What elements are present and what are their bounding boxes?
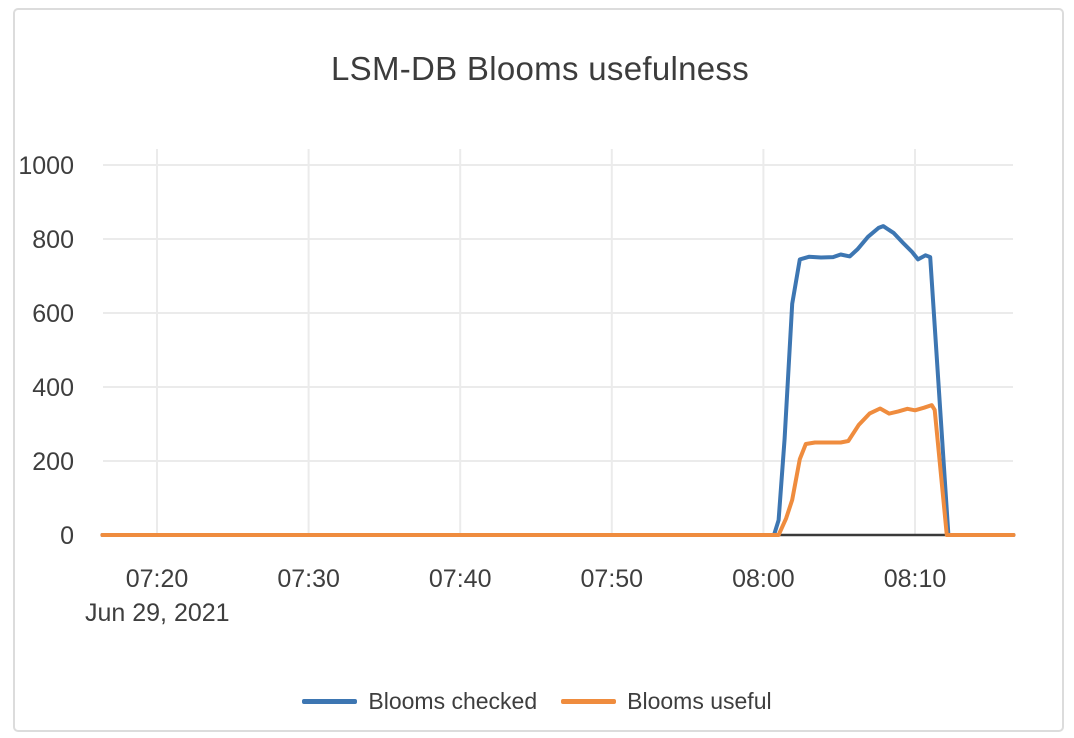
y-tick-label: 1000	[18, 152, 74, 180]
legend-item-blooms-checked[interactable]: Blooms checked	[302, 688, 537, 715]
y-tick-label: 600	[32, 300, 74, 328]
y-tick-label: 400	[32, 374, 74, 402]
chart-title: LSM-DB Blooms usefulness	[330, 50, 750, 87]
legend-label-blooms-checked: Blooms checked	[368, 687, 538, 714]
legend-label-blooms-useful: Blooms useful	[627, 687, 772, 714]
x-tick-label: 07:20	[126, 565, 189, 593]
y-tick-label: 200	[32, 448, 74, 476]
y-tick-label: 0	[60, 522, 74, 550]
x-axis-date-label: Jun 29, 2021	[85, 599, 230, 627]
x-tick-label: 08:00	[732, 565, 795, 593]
legend-item-blooms-useful[interactable]: Blooms useful	[561, 687, 772, 715]
x-tick-label: 08:10	[884, 565, 947, 593]
x-tick-label: 07:40	[429, 565, 492, 593]
series-line-blooms-useful[interactable]	[100, 403, 1016, 537]
legend: Blooms checked Blooms useful	[0, 684, 1074, 718]
legend-swatch-blooms-useful	[561, 698, 617, 704]
series-line-blooms-checked[interactable]	[100, 224, 1016, 537]
y-tick-label: 800	[32, 226, 74, 254]
legend-swatch-blooms-checked	[302, 698, 358, 704]
x-tick-label: 07:30	[277, 565, 340, 593]
x-tick-label: 07:50	[581, 565, 644, 593]
